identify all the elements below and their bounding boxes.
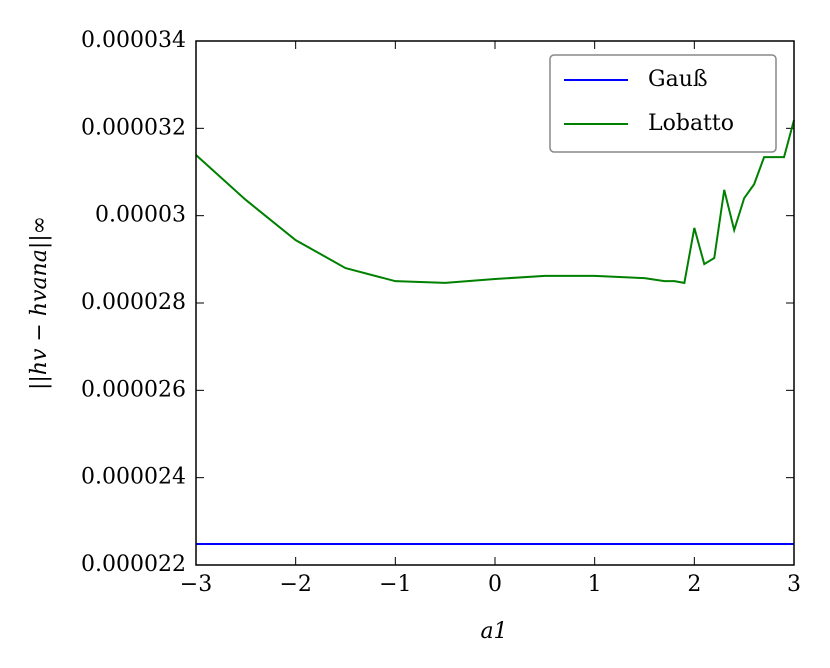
x-tick-label: 1 bbox=[588, 572, 602, 597]
y-tick-label: 0.000032 bbox=[81, 115, 186, 140]
line bbox=[195, 119, 795, 285]
y-tick-label: 0.000028 bbox=[81, 290, 186, 315]
y-tick-label: 0.000026 bbox=[81, 377, 186, 402]
legend-label: Gauß bbox=[648, 67, 708, 92]
x-axis-label: a1 bbox=[480, 619, 507, 644]
x-tick-label: 3 bbox=[787, 572, 801, 597]
legend-label: Lobatto bbox=[648, 111, 734, 136]
x-tick-label: 2 bbox=[687, 572, 701, 597]
x-tick-label: 0 bbox=[488, 572, 502, 597]
y-tick-label: 0.000022 bbox=[81, 552, 186, 577]
y-axis-label: ||hv − hvana||∞ bbox=[27, 216, 52, 390]
x-tick-label: −2 bbox=[279, 572, 311, 597]
y-tick-label: 0.000034 bbox=[81, 28, 186, 53]
plot-frame bbox=[195, 40, 795, 566]
y-tick-label: 0.00003 bbox=[95, 203, 186, 228]
x-tick-label: −1 bbox=[379, 572, 411, 597]
y-tick-label: 0.000024 bbox=[81, 465, 186, 490]
x-tick-label: −3 bbox=[180, 572, 212, 597]
